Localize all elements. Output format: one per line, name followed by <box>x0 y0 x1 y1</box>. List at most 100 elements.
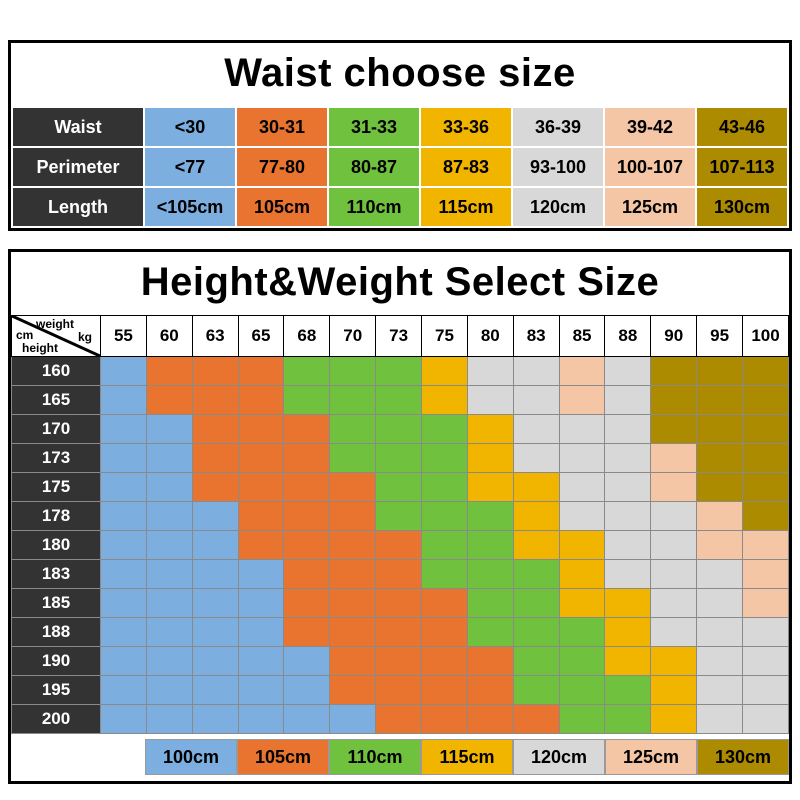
size-cell <box>421 501 468 531</box>
weight-header: 100 <box>742 315 789 357</box>
size-cell <box>512 501 560 531</box>
waist-cell: 93-100 <box>511 146 605 188</box>
size-cell <box>604 646 652 676</box>
size-cell <box>375 385 423 415</box>
waist-row-label: Waist <box>11 106 145 148</box>
weight-header: 73 <box>375 315 423 357</box>
size-cell <box>696 588 744 618</box>
size-cell <box>375 501 423 531</box>
weight-header: 75 <box>421 315 468 357</box>
size-cell <box>604 414 652 444</box>
size-cell <box>329 414 377 444</box>
waist-cell: 30-31 <box>235 106 329 148</box>
size-cell <box>558 559 606 589</box>
size-cell <box>742 704 789 734</box>
size-cell <box>145 559 193 589</box>
size-cell <box>512 617 560 647</box>
matrix-row: 200 <box>11 704 789 734</box>
size-legend: 100cm 105cm 110cm 115cm 120cm 125cm 130cm <box>11 739 789 775</box>
size-cell <box>650 675 698 705</box>
legend-cell: 115cm <box>421 739 513 775</box>
matrix-row: 170 <box>11 414 789 444</box>
size-cell <box>237 675 285 705</box>
height-label: 170 <box>11 414 101 444</box>
size-cell <box>558 501 606 531</box>
size-cell <box>558 617 606 647</box>
size-cell <box>421 443 468 473</box>
waist-cell: 80-87 <box>327 146 421 188</box>
size-cell <box>191 588 239 618</box>
size-cell <box>237 385 285 415</box>
size-cell <box>558 675 606 705</box>
matrix-row: 180 <box>11 530 789 560</box>
size-cell <box>604 675 652 705</box>
size-cell <box>742 501 789 531</box>
size-cell <box>329 501 377 531</box>
size-cell <box>421 356 468 386</box>
legend-cell: 105cm <box>237 739 329 775</box>
size-cell <box>237 704 285 734</box>
waist-cell: <77 <box>143 146 237 188</box>
size-cell <box>604 385 652 415</box>
size-cell <box>283 675 331 705</box>
size-cell <box>512 385 560 415</box>
size-cell <box>375 356 423 386</box>
size-cell <box>375 530 423 560</box>
matrix-row: 173 <box>11 443 789 473</box>
size-cell <box>604 501 652 531</box>
size-cell <box>100 385 147 415</box>
size-cell <box>466 675 514 705</box>
matrix-row: 165 <box>11 385 789 415</box>
size-cell <box>100 501 147 531</box>
height-label: 183 <box>11 559 101 589</box>
height-weight-matrix: weight kg cm height 55 60 63 65 68 70 73 75 80 83… <box>11 315 789 734</box>
size-cell <box>283 646 331 676</box>
size-cell <box>283 472 331 502</box>
size-cell <box>650 704 698 734</box>
waist-row-label: Length <box>11 186 145 228</box>
height-label: 190 <box>11 646 101 676</box>
size-cell <box>283 356 331 386</box>
matrix-row: 160 <box>11 356 789 386</box>
size-cell <box>145 356 193 386</box>
size-cell <box>283 385 331 415</box>
size-cell <box>466 704 514 734</box>
waist-size-table: Waist <30 30-31 31-33 33-36 36-39 39-42 43-46 Pe… <box>11 106 789 228</box>
size-cell <box>512 472 560 502</box>
corner-diagonal-line <box>12 316 100 356</box>
size-cell <box>466 472 514 502</box>
size-cell <box>237 588 285 618</box>
size-cell <box>742 646 789 676</box>
size-cell <box>375 443 423 473</box>
weight-header: 55 <box>100 315 147 357</box>
size-cell <box>237 559 285 589</box>
corner-height-label: height <box>22 341 58 355</box>
size-cell <box>421 588 468 618</box>
size-cell <box>742 472 789 502</box>
height-label: 178 <box>11 501 101 531</box>
size-cell <box>604 704 652 734</box>
waist-cell: 115cm <box>419 186 513 228</box>
size-cell <box>145 472 193 502</box>
weight-header: 88 <box>604 315 652 357</box>
size-cell <box>283 414 331 444</box>
size-cell <box>650 414 698 444</box>
size-cell <box>421 675 468 705</box>
legend-cell: 100cm <box>145 739 237 775</box>
size-cell <box>604 443 652 473</box>
size-cell <box>375 704 423 734</box>
size-cell <box>237 472 285 502</box>
size-cell <box>191 675 239 705</box>
size-cell <box>742 588 789 618</box>
size-cell <box>237 443 285 473</box>
size-cell <box>145 675 193 705</box>
size-cell <box>191 646 239 676</box>
waist-cell: 120cm <box>511 186 605 228</box>
size-cell <box>421 617 468 647</box>
height-weight-block: Height&Weight Select Size weight kg cm h… <box>8 249 792 784</box>
size-cell <box>742 530 789 560</box>
weight-header: 68 <box>283 315 331 357</box>
weight-header: 70 <box>329 315 377 357</box>
size-cell <box>696 414 744 444</box>
size-cell <box>742 414 789 444</box>
